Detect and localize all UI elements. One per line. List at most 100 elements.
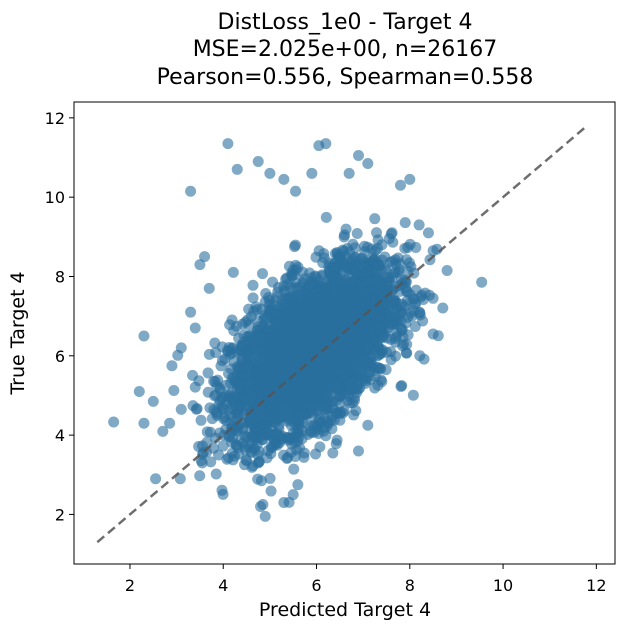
cloud-point: [240, 370, 252, 382]
scatter-point: [287, 489, 299, 501]
cloud-point: [356, 326, 368, 338]
cloud-point: [318, 319, 330, 331]
scatter-point: [213, 449, 225, 461]
cloud-point: [353, 340, 365, 352]
cloud-point: [243, 350, 255, 362]
scatter-point: [376, 376, 388, 388]
cloud-point: [407, 389, 419, 401]
cloud-point: [238, 360, 250, 372]
x-tick-label: 12: [586, 576, 606, 595]
cloud-point: [289, 419, 301, 431]
cloud-point: [264, 472, 276, 484]
cloud-point: [247, 279, 259, 291]
cloud-point: [252, 315, 264, 327]
cloud-point: [293, 302, 305, 314]
cloud-point: [364, 276, 376, 288]
cloud-point: [255, 475, 267, 487]
x-tick-label: 10: [493, 576, 513, 595]
cloud-point: [282, 298, 294, 310]
cloud-point: [303, 419, 315, 431]
scatter-point: [138, 330, 150, 342]
cloud-point: [399, 217, 411, 229]
chart-title-line-3: Pearson=0.556, Spearman=0.558: [157, 65, 534, 90]
cloud-point: [219, 353, 231, 365]
scatter-point: [222, 138, 234, 150]
cloud-point: [335, 252, 347, 264]
scatter-point: [138, 417, 150, 429]
scatter-point: [278, 497, 290, 509]
cloud-point: [235, 434, 247, 446]
cloud-point: [387, 255, 399, 267]
cloud-point: [313, 245, 325, 257]
cloud-point: [275, 327, 287, 339]
x-tick-label: 6: [311, 576, 321, 595]
cloud-point: [255, 386, 267, 398]
cloud-point: [157, 425, 169, 437]
scatter-point: [313, 140, 325, 152]
cloud-point: [281, 452, 293, 464]
scatter-point: [164, 417, 176, 429]
cloud-point: [476, 276, 488, 288]
cloud-point: [261, 313, 273, 325]
cloud-point: [389, 336, 401, 348]
chart-title-line-2: MSE=2.025e+00, n=26167: [193, 37, 498, 62]
cloud-point: [316, 286, 328, 298]
y-tick-label: 6: [55, 347, 65, 366]
cloud-point: [226, 314, 238, 326]
cloud-point: [297, 325, 309, 337]
scatter-point: [203, 282, 215, 294]
cloud-point: [374, 311, 386, 323]
scatter-point: [406, 310, 418, 322]
cloud-point: [237, 318, 249, 330]
cloud-point: [205, 456, 217, 468]
cloud-point: [351, 228, 363, 240]
cloud-point: [269, 300, 281, 312]
identity-reference-line: [96, 124, 588, 544]
scatter-point: [427, 328, 439, 340]
scatter-point: [108, 416, 120, 428]
cloud-point: [367, 254, 379, 266]
cloud-point: [298, 451, 310, 463]
cloud-point: [320, 211, 332, 223]
cloud-point: [278, 371, 290, 383]
x-tick-label: 2: [125, 576, 135, 595]
cloud-point: [276, 432, 288, 444]
cloud-point: [259, 411, 271, 423]
cloud-point: [195, 414, 207, 426]
scatter-point: [394, 179, 406, 191]
scatter-point: [133, 385, 145, 397]
cloud-point: [400, 299, 412, 311]
scatter-point: [292, 479, 304, 491]
cloud-point: [289, 329, 301, 341]
scatter-point: [427, 292, 439, 304]
cloud-point: [187, 400, 199, 412]
cloud-point: [357, 290, 369, 302]
y-tick-label: 4: [55, 426, 65, 445]
chart-title-line-1: DistLoss_1e0 - Target 4: [218, 10, 473, 35]
cloud-point: [340, 275, 352, 287]
cloud-point: [386, 307, 398, 319]
cloud-point: [267, 276, 279, 288]
cloud-point: [246, 431, 258, 443]
cloud-point: [289, 239, 301, 251]
cloud-point: [256, 364, 268, 376]
cloud-point: [305, 345, 317, 357]
cloud-point: [403, 257, 415, 269]
cloud-point: [202, 367, 214, 379]
cloud-point: [348, 287, 360, 299]
scatter-point: [352, 445, 364, 457]
cloud-point: [313, 368, 325, 380]
cloud-point: [288, 463, 300, 475]
plot-area-frame: [73, 101, 616, 565]
cloud-point: [304, 400, 316, 412]
cloud-point: [189, 381, 201, 393]
cloud-point: [281, 387, 293, 399]
cloud-point: [346, 382, 358, 394]
cloud-point: [369, 213, 381, 225]
scatter-point: [175, 342, 187, 354]
cloud-point: [376, 239, 388, 251]
x-axis-label: Predicted Target 4: [259, 599, 431, 621]
scatter-point: [352, 150, 364, 162]
cloud-point: [322, 416, 334, 428]
scatter-point: [150, 473, 162, 485]
